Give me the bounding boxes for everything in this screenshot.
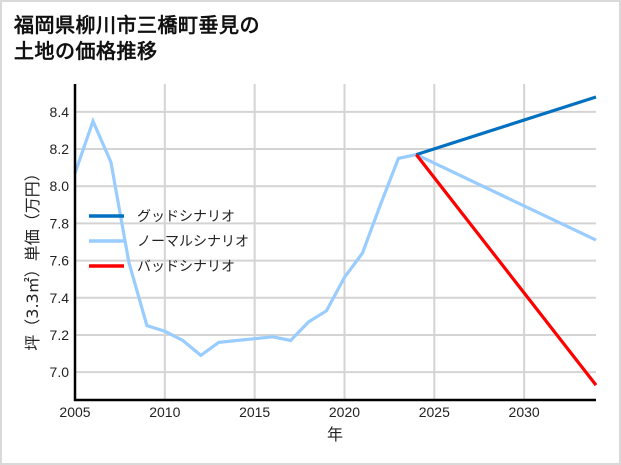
axes: 7.0 7.2 7.4 7.6 7.8 8.0 8.2 8.4 2005 2010 2015 2020… [50, 84, 596, 420]
series-line [415, 153, 598, 387]
legend-label: ノーマルシナリオ [137, 234, 249, 250]
y-tick-label: 8.4 [50, 104, 70, 120]
title-line-2: 土地の価格推移 [14, 39, 158, 63]
chart-title: 福岡県柳川市三橋町垂見の 土地の価格推移 [14, 12, 260, 64]
x-tick-label: 2025 [419, 404, 450, 420]
series-line [73, 116, 597, 358]
y-tick-label: 7.4 [50, 290, 70, 306]
x-tick-label: 2015 [239, 404, 270, 420]
x-tick-label: 2030 [509, 404, 540, 420]
x-tick-label: 2010 [149, 404, 180, 420]
x-axis-label: 年 [327, 425, 343, 444]
y-tick-label: 7.8 [50, 215, 70, 231]
series-lines [73, 95, 598, 387]
title-line-1: 福岡県柳川市三橋町垂見の [14, 13, 260, 37]
y-tick-label: 8.2 [50, 141, 70, 157]
y-axis-label: 坪（3.3㎡）単価（万円） [23, 165, 42, 350]
y-tick-label: 7.0 [50, 364, 70, 380]
grid-lines [75, 84, 596, 400]
y-tick-label: 7.2 [50, 327, 70, 343]
legend-label: バッドシナリオ [137, 259, 235, 275]
legend-label: グッドシナリオ [137, 209, 235, 225]
y-tick-label: 8.0 [50, 178, 70, 194]
x-tick-label: 2005 [59, 404, 90, 420]
x-tick-label: 2020 [329, 404, 360, 420]
y-tick-label: 7.6 [50, 253, 70, 269]
series-line [415, 95, 597, 157]
